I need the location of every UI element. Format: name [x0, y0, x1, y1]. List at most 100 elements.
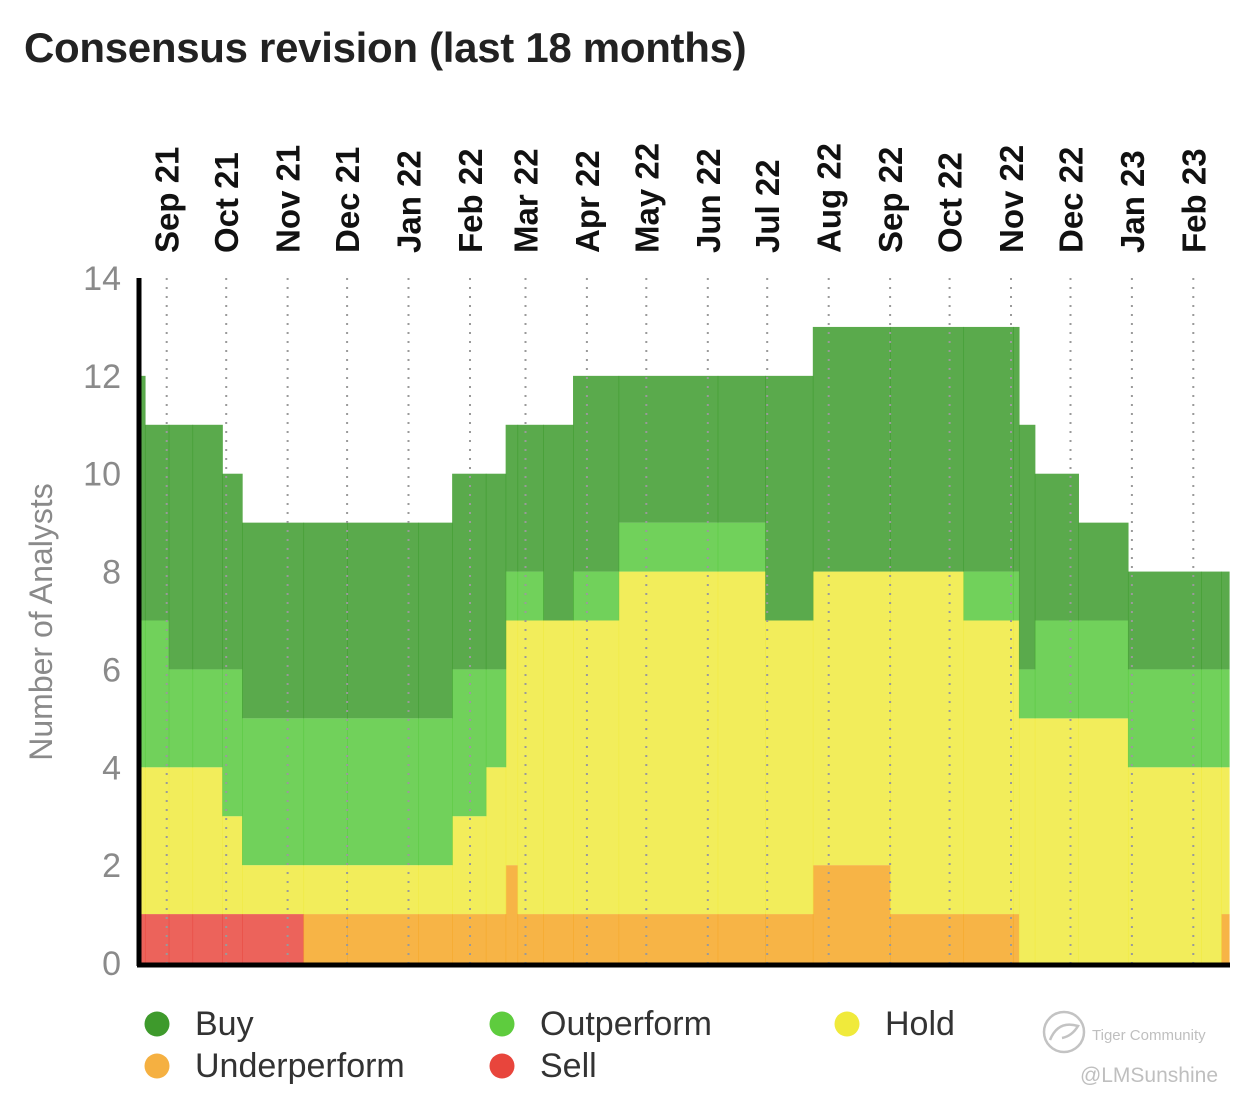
- buy-segment: [812, 326, 891, 572]
- x-tick-label: Jun 22: [690, 148, 727, 253]
- series-underperform: [303, 865, 1230, 963]
- series-outperform: [139, 522, 1230, 866]
- buy-segment: [890, 326, 965, 572]
- underperform-segment: [812, 865, 891, 963]
- x-tick-label: Mar 22: [508, 148, 545, 253]
- buy-segment: [139, 375, 146, 621]
- buy-segment: [543, 424, 574, 621]
- x-tick-label: Feb 22: [452, 148, 489, 253]
- sell-segment: [192, 914, 223, 963]
- legend-swatch: [489, 1053, 515, 1079]
- series-sell: [139, 914, 305, 963]
- hold-segment: [418, 865, 453, 915]
- underperform-segment: [303, 914, 348, 963]
- buy-segment: [192, 424, 223, 670]
- x-tick-label: Oct 22: [932, 152, 969, 253]
- legend-label: Sell: [540, 1047, 597, 1085]
- hold-segment: [168, 767, 194, 915]
- hold-segment: [1034, 718, 1079, 963]
- buy-segment: [485, 473, 507, 670]
- hold-segment: [303, 865, 348, 915]
- outperform-segment: [242, 718, 305, 866]
- buy-segment: [1078, 522, 1129, 621]
- legend-label: Hold: [885, 1005, 955, 1043]
- chart-legend: Buy Outperform Hold Underperform Sell: [144, 1005, 955, 1085]
- x-tick-label: Jan 23: [1114, 150, 1151, 253]
- outperform-segment: [1012, 571, 1020, 621]
- x-tick-label: Jan 22: [391, 150, 428, 253]
- y-tick-label: 14: [83, 260, 121, 298]
- x-tick-label: Sep 21: [149, 147, 186, 253]
- outperform-segment: [144, 620, 170, 768]
- series-hold: [139, 571, 1230, 963]
- hold-segment: [139, 767, 146, 915]
- outperform-segment: [573, 571, 620, 621]
- tiger-community-logo-icon: [1042, 1010, 1086, 1054]
- outperform-segment: [1201, 669, 1222, 768]
- y-tick-label: 8: [102, 554, 121, 592]
- hold-segment: [452, 816, 487, 915]
- hold-segment: [505, 620, 519, 866]
- outperform-segment: [139, 620, 146, 768]
- buy-segment: [1127, 571, 1202, 670]
- legend-item-underperform: Underperform: [144, 1047, 405, 1085]
- underperform-segment: [1012, 914, 1020, 963]
- x-tick-label: Apr 22: [569, 150, 606, 253]
- hold-segment: [1201, 767, 1222, 963]
- outperform-segment: [1078, 620, 1129, 719]
- legend-label: Outperform: [540, 1005, 712, 1043]
- underperform-segment: [618, 914, 719, 963]
- underperform-segment: [963, 914, 1014, 963]
- buy-segment: [347, 522, 420, 719]
- underperform-segment: [505, 865, 519, 963]
- buy-segment: [573, 375, 620, 572]
- hold-segment: [222, 816, 243, 915]
- outperform-segment: [485, 669, 507, 768]
- legend-swatch: [144, 1053, 170, 1079]
- sell-segment: [222, 914, 243, 963]
- month-gridlines: [165, 278, 1195, 963]
- legend-item-hold: Hold: [834, 1005, 955, 1043]
- x-tick-label: Feb 23: [1175, 148, 1212, 253]
- buy-segment: [168, 424, 194, 670]
- y-tick-label: 10: [83, 456, 121, 494]
- x-tick-label: Nov 21: [270, 145, 307, 253]
- buy-segment: [303, 522, 348, 719]
- buy-segment: [144, 424, 170, 621]
- hold-segment: [1221, 767, 1230, 915]
- legend-label: Buy: [195, 1005, 254, 1043]
- watermark-brand: Tiger Community: [1092, 1027, 1206, 1044]
- hold-segment: [963, 620, 1014, 915]
- hold-segment: [765, 620, 814, 915]
- sell-segment: [139, 914, 146, 963]
- hold-segment: [1127, 767, 1202, 963]
- underperform-segment: [543, 914, 574, 963]
- underperform-segment: [418, 914, 453, 963]
- buy-segment: [618, 375, 719, 523]
- watermark-handle: @LMSunshine: [1080, 1064, 1218, 1087]
- month-tick-labels: Sep 21 Oct 21 Nov 21 Dec 21 Jan 22 Feb 22 Mar …: [149, 143, 1213, 253]
- underperform-segment: [485, 914, 507, 963]
- legend-item-buy: Buy: [144, 1005, 254, 1043]
- outperform-segment: [717, 522, 766, 572]
- outperform-segment: [963, 571, 1014, 621]
- outperform-segment: [418, 718, 453, 866]
- legend-swatch: [834, 1011, 860, 1037]
- hold-segment: [812, 571, 891, 866]
- hold-segment: [347, 865, 420, 915]
- outperform-segment: [347, 718, 420, 866]
- hold-segment: [717, 571, 766, 915]
- buy-segment: [222, 473, 243, 670]
- hold-segment: [1018, 718, 1036, 963]
- underperform-segment: [1221, 914, 1230, 963]
- hold-segment: [1078, 718, 1129, 963]
- outperform-segment: [192, 669, 223, 768]
- y-tick-label: 2: [102, 847, 121, 885]
- hold-segment: [1012, 620, 1020, 915]
- outperform-segment: [1221, 669, 1230, 768]
- buy-segment: [1221, 571, 1230, 670]
- underperform-segment: [890, 914, 965, 963]
- underperform-segment: [452, 914, 487, 963]
- underperform-segment: [347, 914, 420, 963]
- hold-segment: [618, 571, 719, 915]
